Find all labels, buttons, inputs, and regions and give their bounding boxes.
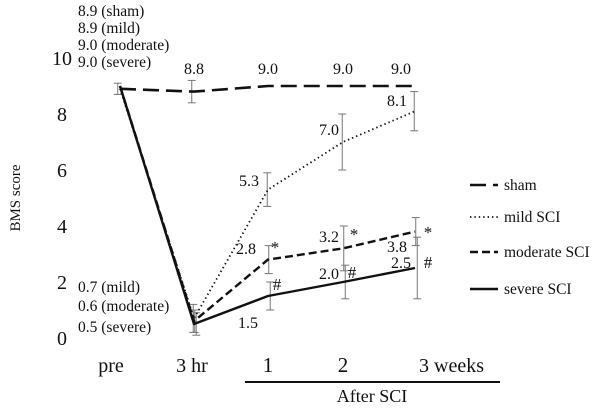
significance-mark: * <box>424 223 433 242</box>
legend-label: mild SCI <box>504 209 560 226</box>
error-bar <box>411 217 420 247</box>
legend-item: moderate SCI <box>470 244 590 261</box>
significance-mark: # <box>424 253 433 272</box>
data-label: 3.8 <box>387 239 407 256</box>
pre-value-annotation: 9.0 (severe) <box>78 54 151 71</box>
y-tick-label: 4 <box>57 216 67 238</box>
x-tick-label: pre <box>98 355 124 377</box>
significance-mark: # <box>273 275 282 294</box>
data-label: 1.5 <box>238 315 258 332</box>
series-line-severe-sci <box>118 85 416 326</box>
data-label: 3.2 <box>319 229 339 246</box>
legend-item: sham <box>470 177 537 194</box>
data-label: 2.5 <box>391 255 411 272</box>
error-bar <box>410 91 419 132</box>
significance-mark: # <box>348 263 357 282</box>
three-hr-value-annotation: 0.5 (severe) <box>78 319 151 336</box>
legend-label: sham <box>504 177 537 194</box>
x-tick-label: 1 <box>263 353 274 377</box>
y-tick-label: 2 <box>57 272 67 294</box>
y-axis-label: BMS score <box>8 164 24 231</box>
series-line-sham <box>119 84 415 93</box>
data-label: 2.0 <box>319 266 339 283</box>
x-tick-label: 2 <box>338 353 349 377</box>
data-label: 9.0 <box>333 61 353 78</box>
error-bar <box>263 172 272 207</box>
legend-label: severe SCI <box>504 281 572 298</box>
error-bar <box>113 82 122 95</box>
error-bar <box>339 225 348 272</box>
y-tick-label: 6 <box>57 160 67 182</box>
pre-value-annotation: 8.9 (sham) <box>78 3 144 20</box>
y-tick-label: 10 <box>52 48 72 70</box>
series-line-moderate-sci <box>118 85 416 323</box>
data-label: 8.1 <box>387 93 407 110</box>
significance-mark: * <box>271 238 280 257</box>
y-tick-label: 0 <box>57 328 67 350</box>
data-label: 9.0 <box>258 61 278 78</box>
data-label: 5.3 <box>239 173 259 190</box>
significance-mark: * <box>350 225 359 244</box>
legend-label: moderate SCI <box>504 244 590 261</box>
data-label: 9.0 <box>391 61 411 78</box>
data-label: 8.8 <box>184 61 204 78</box>
error-bar <box>413 236 422 300</box>
x-group-label: After SCI <box>337 386 408 406</box>
data-label: 7.0 <box>319 122 339 139</box>
x-tick-label: 3 hr <box>176 355 208 377</box>
error-bar <box>338 113 347 171</box>
x-tick-label: 3 weeks <box>419 355 484 377</box>
y-tick-label: 8 <box>57 104 67 126</box>
three-hr-value-annotation: 0.7 (mild) <box>78 279 140 296</box>
pre-value-annotation: 9.0 (moderate) <box>78 37 169 54</box>
legend-item: severe SCI <box>470 281 572 298</box>
legend-item: mild SCI <box>470 209 560 226</box>
data-label: 2.8 <box>236 241 256 258</box>
three-hr-value-annotation: 0.6 (moderate) <box>78 298 169 315</box>
pre-value-annotation: 8.9 (mild) <box>78 20 140 37</box>
